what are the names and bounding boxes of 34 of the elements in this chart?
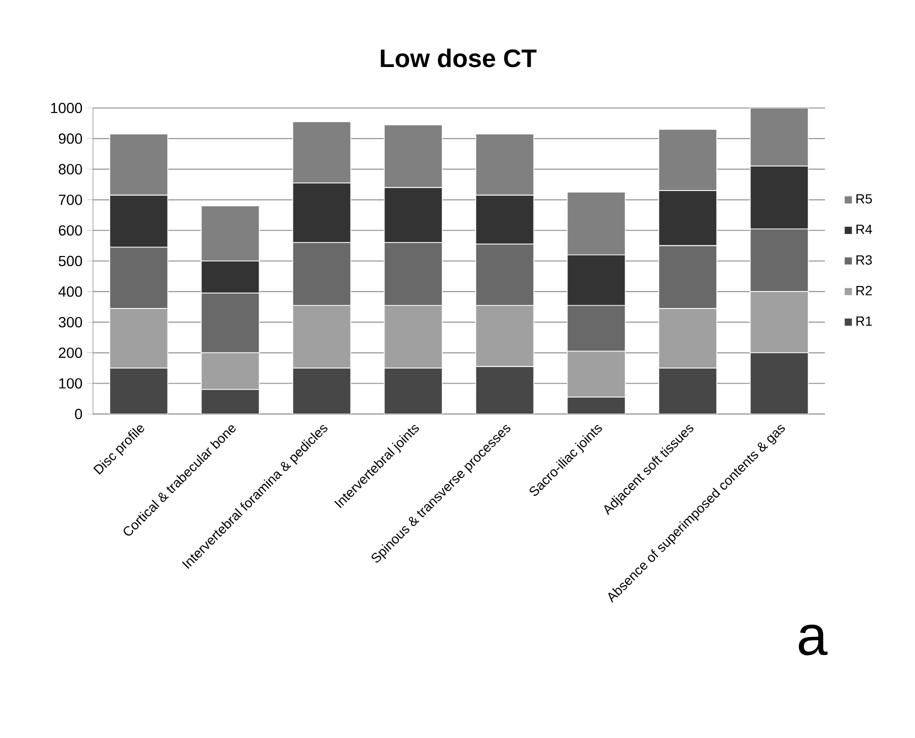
bar bbox=[475, 366, 534, 414]
y-tick-label: 400 bbox=[58, 286, 82, 297]
text: a bbox=[798, 624, 828, 656]
y-tick-label: 500 bbox=[58, 256, 82, 266]
y-tick-label: 900 bbox=[58, 133, 82, 144]
legend-label: R4 bbox=[856, 224, 872, 234]
y-tick-label: 1000 bbox=[51, 102, 82, 114]
bar bbox=[566, 396, 626, 414]
legend-label: R2 bbox=[856, 286, 872, 296]
chart-title: Low dose CT bbox=[380, 48, 537, 68]
y-tick-label: 200 bbox=[58, 348, 82, 358]
bar bbox=[475, 134, 534, 196]
bar bbox=[292, 368, 352, 414]
bar bbox=[292, 121, 352, 184]
legend-label: R3 bbox=[856, 255, 872, 265]
bar bbox=[658, 129, 718, 192]
bar bbox=[750, 108, 809, 167]
y-tick-label: 300 bbox=[58, 317, 82, 328]
y-tick-label: 800 bbox=[58, 164, 82, 174]
bar bbox=[109, 134, 168, 196]
y-tick-label: 700 bbox=[58, 194, 82, 205]
bar bbox=[750, 352, 809, 414]
bar bbox=[109, 368, 168, 414]
bar bbox=[200, 389, 260, 414]
bar bbox=[384, 368, 443, 414]
bar bbox=[566, 192, 626, 256]
legend-label: R1 bbox=[856, 316, 872, 326]
y-tick-label: 600 bbox=[58, 225, 82, 236]
legend-label: R5 bbox=[856, 194, 872, 204]
bar bbox=[384, 124, 443, 188]
y-tick-label: 0 bbox=[75, 408, 82, 420]
y-tick-label: 100 bbox=[59, 378, 82, 389]
bar bbox=[658, 368, 718, 414]
bar bbox=[200, 206, 260, 262]
